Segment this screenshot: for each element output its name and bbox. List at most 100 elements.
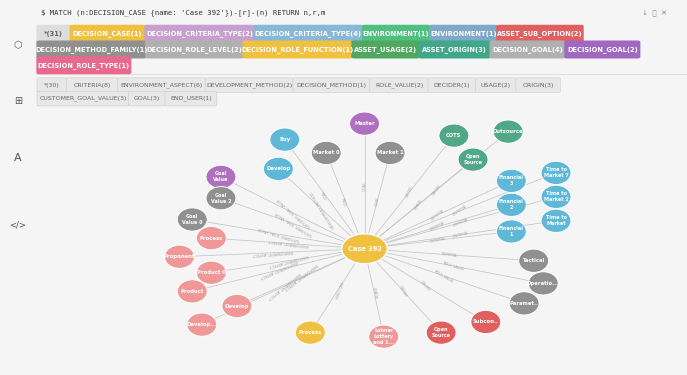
Text: END_USER: END_USER (333, 281, 343, 300)
FancyBboxPatch shape (165, 92, 217, 106)
Text: ORIGIN: ORIGIN (405, 186, 414, 199)
Text: COTS: COTS (447, 133, 462, 138)
FancyBboxPatch shape (37, 78, 67, 93)
Ellipse shape (519, 249, 549, 272)
Text: Product: Product (181, 289, 204, 294)
Ellipse shape (187, 313, 217, 336)
FancyBboxPatch shape (37, 92, 129, 106)
Ellipse shape (375, 141, 405, 165)
Ellipse shape (206, 165, 236, 189)
Text: ↓  ⤢  ✕: ↓ ⤢ ✕ (642, 9, 668, 16)
Text: DEVELOPMENT_METHOD(2): DEVELOPMENT_METHOD(2) (206, 82, 293, 88)
Text: $ MATCH (n:DECISION_CASE {name: 'Case 392'})-[r]-(n) RETURN n,r,m: $ MATCH (n:DECISION_CASE {name: 'Case 39… (41, 9, 326, 16)
Text: Financial
3: Financial 3 (499, 176, 523, 186)
Text: END_USER(1): END_USER(1) (170, 96, 212, 102)
Text: Time to
Market 2: Time to Market 2 (543, 192, 568, 202)
FancyBboxPatch shape (475, 78, 517, 93)
Text: </>: </> (10, 220, 26, 230)
Text: DECISION_ROLE_LEVEL(2): DECISION_ROLE_LEVEL(2) (146, 46, 243, 53)
Ellipse shape (177, 280, 207, 303)
Text: GOAL(3): GOAL(3) (134, 96, 160, 101)
Text: DECISION_CRITERIA_TYPE(4): DECISION_CRITERIA_TYPE(4) (255, 30, 361, 37)
FancyBboxPatch shape (205, 78, 293, 93)
FancyBboxPatch shape (418, 40, 491, 58)
Ellipse shape (497, 220, 526, 243)
Text: ROLE_VALUE(2): ROLE_VALUE(2) (375, 82, 423, 88)
Text: *(31): *(31) (44, 31, 63, 37)
Text: Buy: Buy (279, 137, 291, 142)
Ellipse shape (311, 141, 341, 165)
Text: Market 1: Market 1 (376, 150, 403, 155)
FancyBboxPatch shape (253, 25, 363, 43)
Text: ENVIRONMENT_ASPECT: ENVIRONMENT_ASPECT (283, 263, 318, 292)
Text: Subcon..: Subcon.. (473, 320, 499, 324)
FancyBboxPatch shape (293, 78, 370, 93)
Ellipse shape (493, 120, 523, 143)
Text: Paramet..: Paramet.. (510, 301, 539, 306)
FancyBboxPatch shape (67, 78, 118, 93)
FancyBboxPatch shape (362, 25, 430, 43)
Text: Open
Source: Open Source (464, 154, 482, 165)
Text: Tactical: Tactical (523, 258, 545, 263)
Text: GOAL: GOAL (321, 189, 328, 200)
Text: ORIGIN: ORIGIN (398, 284, 407, 297)
Text: USAGE(2): USAGE(2) (481, 82, 511, 88)
Ellipse shape (541, 209, 571, 232)
FancyBboxPatch shape (564, 40, 640, 58)
Text: DECIDER(1): DECIDER(1) (433, 82, 471, 88)
Text: Proponent: Proponent (164, 254, 195, 259)
Ellipse shape (497, 193, 526, 216)
Text: USAGE: USAGE (414, 198, 424, 210)
Text: ASSET_USAGE(2): ASSET_USAGE(2) (354, 46, 417, 53)
Text: ORIGIN: ORIGIN (419, 279, 431, 291)
Text: ENVIRONMENT(1): ENVIRONMENT(1) (430, 31, 497, 37)
Text: CUSTOMER_GOAL_VALUE: CUSTOMER_GOAL_VALUE (256, 226, 300, 242)
Ellipse shape (497, 169, 526, 192)
Text: Time to
Market 7: Time to Market 7 (543, 168, 568, 178)
Ellipse shape (341, 234, 387, 264)
Ellipse shape (177, 208, 207, 231)
Text: Goal
Value 2: Goal Value 2 (211, 193, 232, 204)
Ellipse shape (509, 292, 539, 315)
Text: ENVIRONMENT_ASPECT: ENVIRONMENT_ASPECT (258, 260, 298, 280)
Ellipse shape (541, 161, 571, 184)
Ellipse shape (196, 226, 226, 250)
Ellipse shape (164, 245, 194, 268)
Text: Process: Process (299, 330, 322, 335)
Text: CRITERIA: CRITERIA (441, 252, 458, 258)
Text: DECISION_GOAL(2): DECISION_GOAL(2) (567, 46, 638, 53)
Text: USAGE: USAGE (372, 286, 377, 299)
Text: ROLE_VALUE: ROLE_VALUE (433, 268, 455, 284)
FancyBboxPatch shape (36, 56, 131, 74)
Text: DEVELOPMENT_METHOD: DEVELOPMENT_METHOD (308, 189, 335, 228)
Text: DECISION_ROLE_TYPE(1): DECISION_ROLE_TYPE(1) (38, 62, 130, 69)
Text: DECISION_CRITERIA_TYPE(2): DECISION_CRITERIA_TYPE(2) (146, 30, 253, 37)
Text: Financial
1: Financial 1 (499, 226, 523, 237)
Ellipse shape (222, 294, 252, 318)
Text: ENVIRONMENT(1): ENVIRONMENT(1) (363, 31, 429, 37)
Ellipse shape (458, 148, 488, 171)
Text: CRITERIA: CRITERIA (453, 205, 468, 217)
Text: Market 0: Market 0 (313, 150, 339, 155)
Text: Develop...: Develop... (187, 322, 217, 327)
Text: ⬡: ⬡ (14, 40, 22, 50)
Text: Operatio...: Operatio... (527, 281, 559, 286)
Ellipse shape (471, 310, 501, 334)
Ellipse shape (350, 112, 379, 135)
Text: Financial
2: Financial 2 (499, 200, 523, 210)
Ellipse shape (541, 185, 571, 209)
Text: DECISION_GOAL(4): DECISION_GOAL(4) (492, 46, 563, 53)
Ellipse shape (439, 124, 469, 147)
Text: CUSTOMER_GOAL_VALUE: CUSTOMER_GOAL_VALUE (273, 210, 313, 237)
Text: Develop: Develop (225, 303, 249, 309)
Text: CUSTOMER_GOAL_VALUE(3): CUSTOMER_GOAL_VALUE(3) (39, 96, 126, 102)
FancyBboxPatch shape (145, 40, 244, 58)
Text: Lohner
Lottery
and 1...: Lohner Lottery and 1... (373, 328, 394, 345)
Text: DECISION_ROLE_FUNCTION(1): DECISION_ROLE_FUNCTION(1) (241, 46, 354, 53)
Text: ⊞: ⊞ (14, 96, 22, 106)
Text: ENVIRONMENT_ASPECT: ENVIRONMENT_ASPECT (251, 249, 293, 256)
Text: CRITERIA: CRITERIA (430, 208, 446, 222)
Text: Product 0: Product 0 (197, 270, 226, 275)
Ellipse shape (369, 325, 398, 348)
Ellipse shape (263, 157, 293, 180)
